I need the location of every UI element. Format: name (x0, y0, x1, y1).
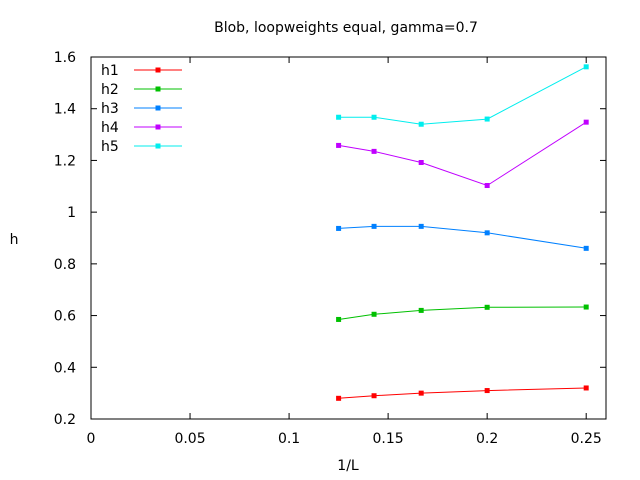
y-tick-label: 0.2 (54, 412, 76, 428)
chart-title: Blob, loopweights equal, gamma=0.7 (214, 20, 478, 36)
data-point-h5 (418, 121, 424, 127)
legend-label-h1: h1 (101, 63, 119, 79)
data-point-h2 (583, 304, 589, 310)
data-point-h3 (583, 245, 589, 251)
y-tick-label: 0.6 (54, 309, 76, 325)
series-line-h3 (338, 225, 587, 249)
data-point-h2 (418, 307, 424, 313)
data-point-h5 (484, 116, 490, 122)
legend-label-h4: h4 (101, 120, 119, 136)
data-point-h4 (336, 142, 342, 148)
x-tick-label: 0.2 (476, 431, 498, 447)
y-tick-label: 1.4 (54, 102, 76, 118)
data-point-h5 (583, 64, 589, 70)
data-point-h1 (583, 385, 589, 391)
data-point-h4 (484, 183, 490, 189)
data-point-h1 (336, 395, 342, 401)
y-tick-label: 1.2 (54, 153, 76, 169)
y-tick-label: 1.6 (54, 50, 76, 66)
x-axis-label: 1/L (337, 458, 359, 474)
data-point-h3 (484, 230, 490, 236)
legend-label-h5: h5 (101, 139, 119, 155)
x-tick-label: 0.1 (278, 431, 300, 447)
x-tick-label: 0.25 (571, 431, 602, 447)
plot-frame (90, 56, 607, 420)
y-tick-label: 0.4 (54, 360, 76, 376)
axis-ticks: 0 0.05 0.1 0.15 0.2 0.25 0.2 0.4 0.6 0.8 1 1.2 1.4 1.… (54, 50, 606, 447)
x-tick-label: 0 (87, 431, 96, 447)
series-layer (336, 64, 589, 401)
legend-marker-h2 (155, 86, 161, 92)
data-point-h1 (371, 393, 377, 399)
legend-marker-h4 (155, 124, 161, 130)
legend-label-h2: h2 (101, 82, 119, 98)
data-point-h2 (336, 316, 342, 322)
data-point-h5 (371, 114, 377, 120)
legend-marker-h1 (155, 67, 161, 73)
data-point-h5 (336, 114, 342, 120)
y-tick-label: 1 (67, 205, 76, 221)
data-point-h3 (418, 223, 424, 229)
legend-marker-h5 (155, 143, 161, 149)
legend: h1 h2 h3 h4 h5 (101, 63, 182, 155)
data-point-h4 (583, 119, 589, 125)
data-point-h1 (418, 390, 424, 396)
x-tick-label: 0.05 (174, 431, 205, 447)
data-point-h2 (484, 304, 490, 310)
data-point-h1 (484, 388, 490, 394)
x-tick-label: 0.15 (373, 431, 404, 447)
legend-label-h3: h3 (101, 101, 119, 117)
data-point-h3 (371, 223, 377, 229)
data-point-h4 (418, 159, 424, 165)
y-axis-label: h (10, 232, 19, 248)
data-point-h3 (336, 225, 342, 231)
y-tick-label: 0.8 (54, 257, 76, 273)
data-point-h2 (371, 311, 377, 317)
legend-marker-h3 (155, 105, 161, 111)
data-point-h4 (371, 148, 377, 154)
